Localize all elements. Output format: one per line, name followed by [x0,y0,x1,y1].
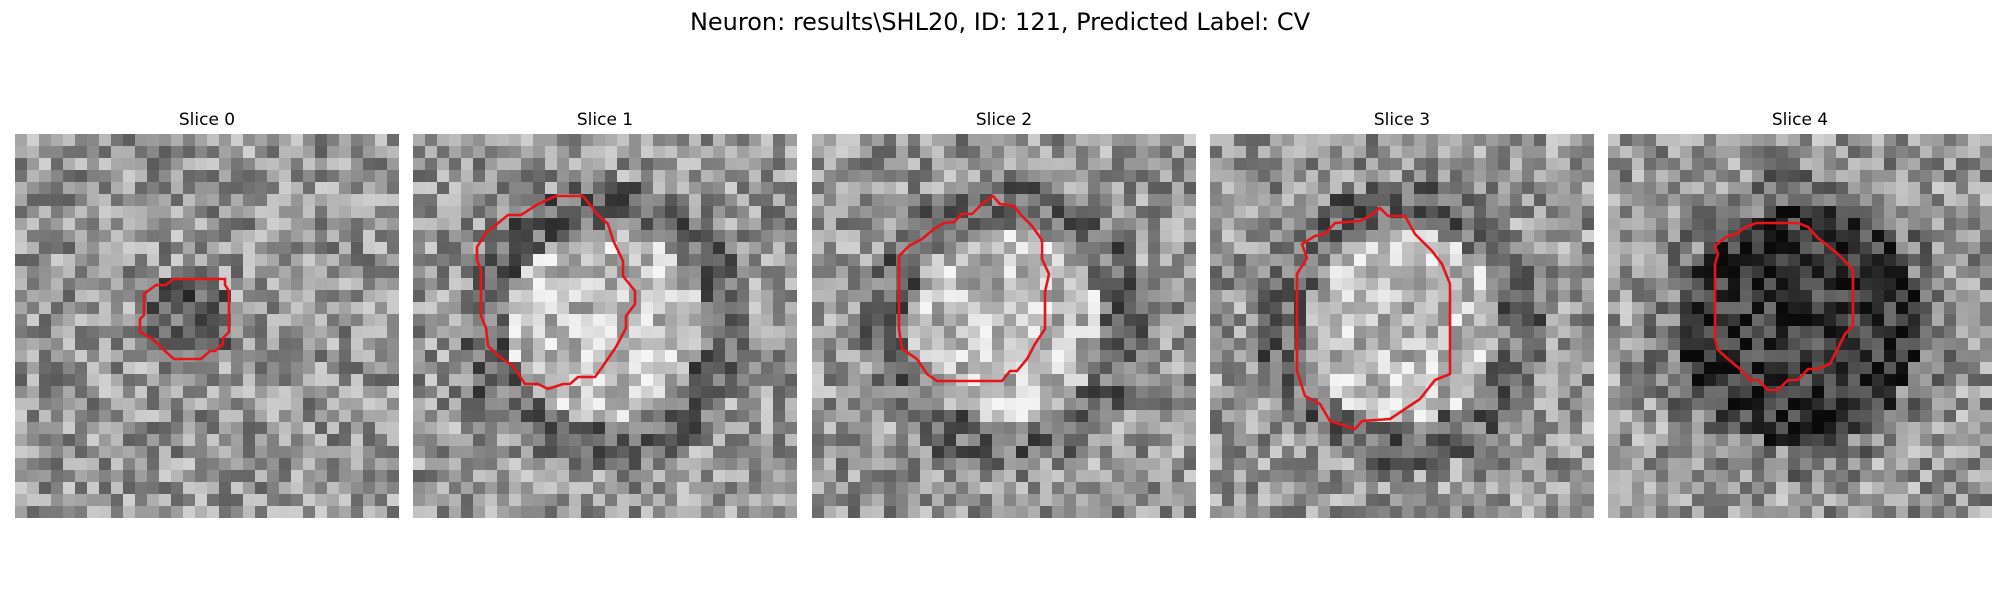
segmentation-contour [1295,206,1452,431]
slice-image [812,134,1196,518]
segmentation-contour [138,277,231,361]
slice-image [1608,134,1992,518]
segmentation-contour [897,194,1051,383]
slice-title: Slice 2 [975,110,1033,130]
slice-title: Slice 1 [576,110,634,130]
slice-image [1210,134,1594,518]
segmentation-contour [1713,221,1855,392]
slice-title: Slice 4 [1771,110,1829,130]
slice-title: Slice 3 [1373,110,1431,130]
slice-title: Slice 0 [178,110,236,130]
slice-image [413,134,797,518]
slice-image [15,134,399,518]
figure-title: Neuron: results\SHL20, ID: 121, Predicte… [689,8,1311,36]
segmentation-contour [475,194,637,391]
